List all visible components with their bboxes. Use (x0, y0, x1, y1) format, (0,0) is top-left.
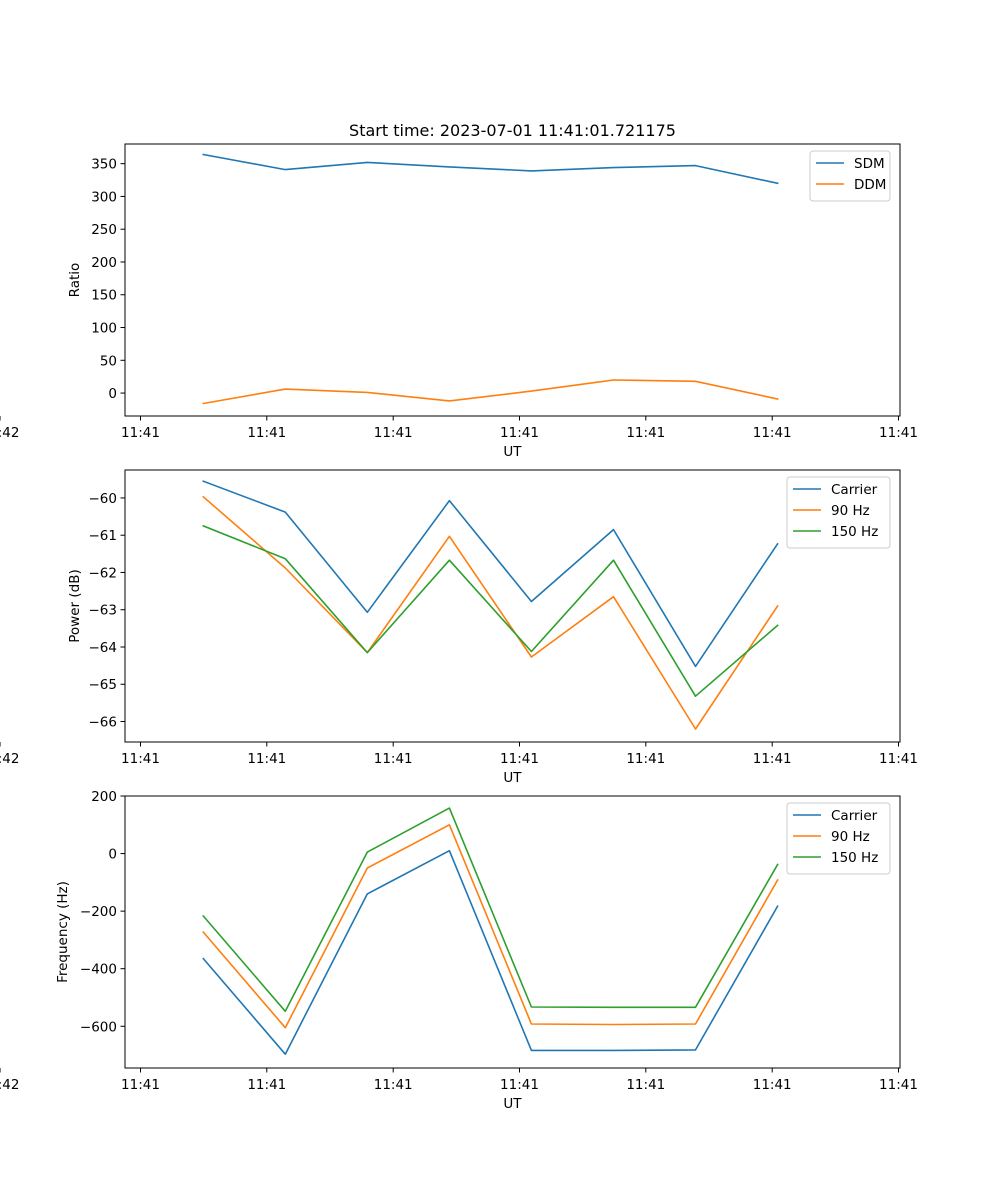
legend-entry: DDM (854, 177, 886, 193)
y-axis-label: Ratio (67, 263, 83, 298)
series-line-carrier (202, 480, 779, 668)
y-tick-label: −66 (89, 715, 118, 731)
series-line-90-hz (202, 495, 779, 730)
y-axis-label: Power (dB) (67, 569, 83, 642)
y-tick-label: −200 (80, 904, 117, 920)
series-line-150-hz (202, 524, 779, 698)
x-tick-label: 11:41 (753, 1077, 792, 1093)
x-tick-label: 11:41 (121, 425, 160, 441)
subplot-ratio: 11:41 11:41 11:41 11:41 11:41 11:41 11:41 11:42… (0, 143, 918, 460)
legend-entry: 150 Hz (831, 850, 878, 866)
x-tick-label: 11:41 (753, 751, 792, 767)
series-line-ddm (202, 379, 779, 405)
x-tick-label: 11:41 (879, 751, 918, 767)
x-tick-label: 11:41 (247, 1077, 286, 1093)
x-tick-label: 11:41 (879, 1077, 918, 1093)
y-tick-label: 200 (91, 255, 117, 271)
x-tick-label: 11:41 (500, 1077, 539, 1093)
legend-entry: Carrier (831, 808, 878, 824)
x-tick-label: 11:41 (374, 751, 413, 767)
x-tick-label: 11:42 (0, 425, 19, 441)
x-tick-label: 11:41 (247, 425, 286, 441)
subplot-power: 11:41 11:41 11:41 11:41 11:41 11:41 11:41 11:42… (0, 469, 918, 786)
x-tick-label: 11:41 (626, 425, 665, 441)
subplot-frequency: 11:41 11:41 11:41 11:41 11:41 11:41 11:41 11:42… (0, 789, 918, 1112)
x-tick-label: 11:41 (879, 425, 918, 441)
legend-entry: 90 Hz (831, 503, 870, 519)
chart-title: Start time: 2023-07-01 11:41:01.721175 (349, 121, 676, 140)
y-tick-label: 300 (91, 189, 117, 205)
y-tick-label: −60 (89, 491, 118, 507)
y-tick-label: 200 (91, 789, 117, 805)
x-tick-label: 11:41 (121, 1077, 160, 1093)
y-tick-label: −65 (89, 677, 118, 693)
x-axis-label: UT (503, 444, 522, 460)
x-tick-label: 11:41 (121, 751, 160, 767)
series-line-sdm (202, 153, 779, 185)
y-tick-label: −64 (89, 640, 118, 656)
axes-frame (124, 795, 901, 1069)
series-line-carrier (202, 849, 779, 1055)
subplots: 11:41 11:41 11:41 11:41 11:41 11:41 11:41 11:42… (0, 143, 918, 1112)
x-tick-label: 11:41 (626, 751, 665, 767)
x-axis-label: UT (503, 1096, 522, 1112)
x-tick-label: 11:41 (374, 1077, 413, 1093)
x-tick-label: 11:42 (0, 751, 19, 767)
x-tick-label: 11:41 (753, 425, 792, 441)
y-tick-label: 0 (108, 847, 117, 863)
legend-entry: Carrier (831, 482, 878, 498)
y-axis-label: Frequency (Hz) (55, 881, 71, 983)
y-tick-label: 100 (91, 321, 117, 337)
series-line-90-hz (202, 823, 779, 1029)
y-tick-label: −62 (89, 565, 118, 581)
axes-frame (124, 469, 901, 743)
x-tick-label: 11:41 (374, 425, 413, 441)
y-tick-label: −600 (80, 1019, 117, 1035)
x-tick-label: 11:41 (500, 425, 539, 441)
y-tick-label: 350 (91, 157, 117, 173)
legend: Carrier 90 Hz 150 Hz (786, 802, 891, 875)
y-tick-label: −61 (89, 528, 118, 544)
x-axis-label: UT (503, 770, 522, 786)
x-tick-label: 11:41 (626, 1077, 665, 1093)
y-tick-label: 250 (91, 222, 117, 238)
legend-entry: SDM (854, 156, 885, 172)
legend-entry: 90 Hz (831, 829, 870, 845)
legend: Carrier 90 Hz 150 Hz (786, 476, 891, 549)
x-tick-label: 11:41 (247, 751, 286, 767)
y-tick-label: 50 (100, 353, 117, 369)
y-tick-label: −63 (89, 603, 118, 619)
series-line-150-hz (202, 807, 779, 1013)
legend: SDM DDM (809, 150, 891, 202)
x-tick-label: 11:41 (500, 751, 539, 767)
y-tick-label: −400 (80, 962, 117, 978)
axes-frame (124, 143, 901, 417)
legend-entry: 150 Hz (831, 524, 878, 540)
y-tick-label: 0 (108, 386, 117, 402)
y-tick-label: 150 (91, 288, 117, 304)
x-tick-label: 11:42 (0, 1077, 19, 1093)
